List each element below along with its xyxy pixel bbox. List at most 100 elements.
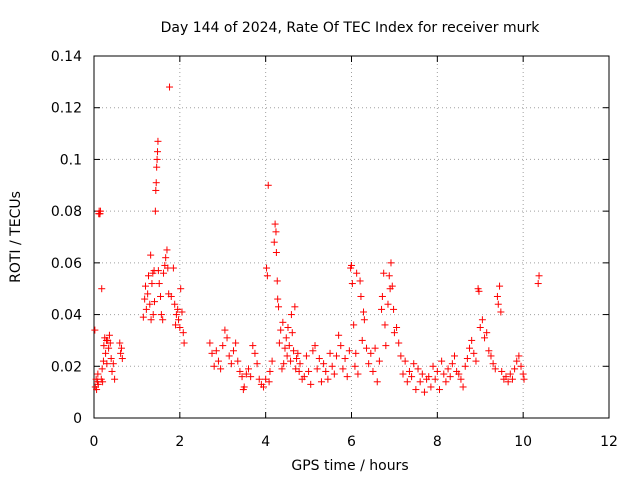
data-point xyxy=(369,367,377,375)
data-point xyxy=(416,378,424,386)
y-tick-label: 0.04 xyxy=(51,308,82,324)
data-point xyxy=(105,344,113,352)
data-point xyxy=(264,181,272,189)
data-point xyxy=(159,316,167,324)
data-point xyxy=(272,249,280,257)
data-point xyxy=(478,316,486,324)
data-point xyxy=(260,383,268,391)
data-point xyxy=(504,378,512,386)
data-point xyxy=(435,386,443,394)
data-point xyxy=(106,339,114,347)
data-point xyxy=(457,375,465,383)
data-point xyxy=(459,383,467,391)
data-point xyxy=(214,357,222,365)
data-point xyxy=(172,321,180,329)
data-point xyxy=(339,365,347,373)
data-point xyxy=(380,269,388,277)
data-point xyxy=(357,292,365,300)
data-point xyxy=(515,352,523,360)
data-point xyxy=(395,339,403,347)
data-point xyxy=(535,272,543,280)
data-point xyxy=(294,349,302,357)
data-point xyxy=(405,367,413,375)
x-tick-label: 10 xyxy=(514,434,532,450)
data-point xyxy=(506,370,514,378)
x-tick-label: 4 xyxy=(261,434,270,450)
grid-lines xyxy=(94,56,609,418)
data-point xyxy=(166,83,174,91)
data-point xyxy=(217,365,225,373)
data-point xyxy=(373,378,381,386)
data-point xyxy=(320,360,328,368)
data-point xyxy=(151,207,159,215)
data-point xyxy=(236,367,244,375)
data-point xyxy=(169,264,177,272)
data-point xyxy=(433,367,441,375)
data-point xyxy=(234,357,242,365)
data-point xyxy=(324,375,332,383)
data-point xyxy=(142,305,150,313)
data-point xyxy=(295,367,303,375)
data-point xyxy=(393,324,401,331)
data-point xyxy=(160,269,168,277)
data-point xyxy=(91,326,99,334)
data-point xyxy=(162,254,170,262)
y-tick-label: 0 xyxy=(73,411,82,427)
data-point xyxy=(497,308,505,316)
data-point xyxy=(147,251,155,259)
data-point xyxy=(290,347,298,355)
data-point xyxy=(487,352,495,360)
y-tick-label: 0.08 xyxy=(51,204,82,220)
data-point xyxy=(493,292,501,300)
data-point xyxy=(117,349,125,357)
data-point xyxy=(534,280,542,288)
data-point xyxy=(491,365,499,373)
data-point xyxy=(109,360,117,368)
data-point xyxy=(144,290,152,298)
data-point xyxy=(242,370,250,378)
data-point xyxy=(378,292,386,300)
data-point xyxy=(348,280,356,288)
data-point xyxy=(175,316,183,324)
data-point xyxy=(352,349,360,357)
data-point xyxy=(483,329,491,337)
data-point xyxy=(390,305,398,313)
data-point xyxy=(229,347,237,355)
data-point xyxy=(401,357,409,365)
data-point xyxy=(94,370,102,378)
data-point xyxy=(328,362,336,370)
data-point xyxy=(176,324,184,331)
data-point xyxy=(360,316,368,324)
data-point xyxy=(270,238,278,246)
data-point xyxy=(429,362,437,370)
data-point xyxy=(240,383,248,391)
data-point xyxy=(309,347,317,355)
data-point xyxy=(517,362,525,370)
data-point xyxy=(177,285,185,293)
data-point xyxy=(147,316,155,324)
data-point xyxy=(273,277,281,285)
data-point xyxy=(519,370,527,378)
data-point xyxy=(365,360,373,368)
data-point xyxy=(245,365,252,373)
y-tick-label: 0.12 xyxy=(51,101,82,117)
data-point xyxy=(307,380,315,388)
data-point xyxy=(118,355,126,363)
data-point xyxy=(451,352,458,360)
data-point xyxy=(358,336,366,344)
data-point xyxy=(476,324,484,331)
x-axis-label: GPS time / hours xyxy=(291,458,408,474)
data-point xyxy=(427,383,435,391)
data-point xyxy=(463,355,471,363)
data-point xyxy=(345,347,353,355)
data-point xyxy=(287,311,295,319)
data-point xyxy=(397,352,405,360)
data-point xyxy=(382,342,390,350)
data-point xyxy=(208,349,216,357)
data-point xyxy=(280,360,288,368)
data-point xyxy=(210,362,218,370)
data-point xyxy=(354,370,362,378)
data-point xyxy=(468,336,476,344)
data-point xyxy=(305,367,313,375)
